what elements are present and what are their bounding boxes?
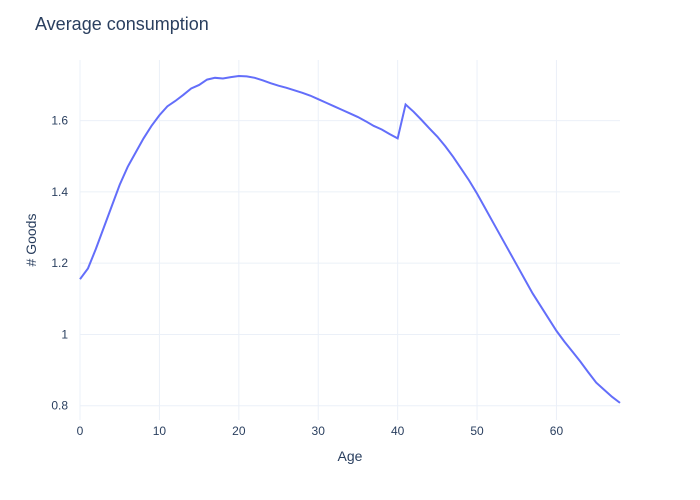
grid (79, 60, 620, 420)
y-axis-label: # Goods (23, 214, 39, 267)
y-tick-label: 1 (61, 327, 68, 341)
x-tick-label: 40 (391, 424, 405, 438)
chart-title: Average consumption (35, 14, 209, 34)
x-tick-label: 50 (470, 424, 484, 438)
y-tick-label: 1.2 (51, 256, 68, 270)
consumption-line (79, 75, 621, 404)
x-tick-label: 30 (312, 424, 326, 438)
x-tick-label: 0 (77, 424, 84, 438)
x-axis-ticks: 0 10 20 30 40 50 60 (77, 424, 564, 438)
x-tick-label: 20 (232, 424, 246, 438)
y-axis-ticks: 0.8 1 1.2 1.4 1.6 (51, 114, 68, 413)
x-axis-label: Age (338, 448, 363, 464)
y-tick-label: 1.4 (51, 185, 68, 199)
y-tick-label: 0.8 (51, 399, 68, 413)
x-tick-label: 60 (550, 424, 564, 438)
x-tick-label: 10 (153, 424, 167, 438)
y-tick-label: 1.6 (51, 114, 68, 128)
